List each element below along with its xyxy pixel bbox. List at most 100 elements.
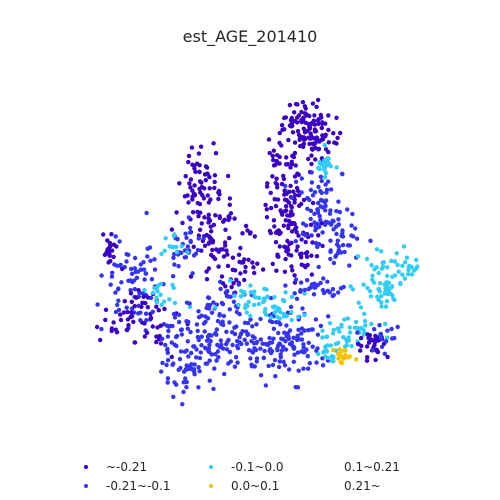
map-point — [260, 267, 266, 272]
map-point — [283, 290, 288, 295]
map-point — [283, 283, 288, 288]
map-point — [165, 350, 170, 355]
map-point — [315, 244, 320, 250]
map-point — [169, 244, 175, 250]
legend-label-class-5: 0.1~0.21 — [344, 460, 400, 474]
map-point — [189, 145, 195, 150]
map-point — [129, 310, 134, 315]
map-point — [216, 355, 221, 360]
map-point — [226, 337, 231, 343]
map-point — [121, 310, 127, 315]
map-point — [161, 299, 167, 304]
map-point — [244, 341, 249, 346]
map-point — [171, 361, 176, 366]
map-point — [336, 217, 341, 222]
map-point — [144, 210, 149, 216]
map-point — [400, 272, 405, 277]
map-point — [221, 254, 227, 259]
map-point — [310, 101, 316, 106]
map-point — [324, 334, 330, 339]
map-point — [178, 365, 183, 371]
map-point — [324, 349, 329, 354]
map-point — [223, 284, 228, 289]
map-point — [364, 256, 370, 262]
map-point — [348, 284, 353, 289]
map-point — [270, 261, 275, 267]
map-point — [193, 169, 198, 174]
map-point — [383, 339, 389, 344]
map-point — [320, 335, 325, 340]
map-point — [338, 130, 343, 136]
map-point — [266, 363, 271, 369]
map-point — [184, 235, 189, 240]
map-point — [340, 171, 345, 176]
map-point — [384, 286, 390, 291]
map-point — [373, 333, 378, 339]
map-point — [94, 324, 100, 330]
map-point — [186, 153, 192, 159]
map-point — [283, 218, 288, 223]
map-point — [355, 330, 360, 335]
map-point — [358, 348, 363, 353]
map-point — [374, 247, 380, 252]
map-point — [231, 299, 237, 304]
map-point — [186, 159, 191, 165]
map-point — [230, 330, 235, 335]
map-point — [325, 279, 330, 284]
map-point — [293, 277, 299, 282]
map-point — [190, 367, 195, 372]
map-point — [169, 227, 175, 232]
map-point — [331, 131, 336, 136]
map-point — [256, 301, 262, 307]
map-point — [379, 300, 384, 305]
map-point — [197, 227, 203, 232]
map-point — [328, 248, 333, 253]
map-point — [367, 289, 373, 294]
map-point — [272, 224, 277, 229]
map-point — [297, 137, 302, 142]
map-point — [309, 170, 314, 175]
map-point — [130, 279, 135, 285]
map-point — [189, 350, 194, 356]
map-point — [223, 227, 228, 232]
map-point — [320, 137, 326, 142]
map-point — [185, 250, 190, 255]
map-point — [207, 234, 212, 239]
map-point — [118, 312, 123, 317]
map-point — [188, 274, 194, 279]
map-point — [209, 229, 214, 234]
map-point — [295, 129, 301, 134]
map-point — [260, 341, 265, 346]
map-point — [214, 247, 219, 252]
map-point — [307, 197, 312, 203]
map-point — [277, 341, 282, 346]
map-point — [384, 335, 390, 340]
map-point — [243, 269, 248, 274]
map-point — [382, 291, 388, 296]
map-point — [355, 254, 361, 259]
map-point — [124, 305, 129, 310]
map-point — [282, 363, 288, 368]
map-point — [211, 141, 216, 146]
map-point — [235, 360, 240, 365]
map-point — [196, 151, 202, 156]
map-point — [192, 183, 197, 188]
map-point — [177, 356, 183, 362]
map-point — [171, 394, 176, 399]
map-point — [302, 287, 307, 293]
map-point — [184, 363, 189, 368]
map-point — [302, 291, 307, 296]
map-point — [338, 353, 343, 359]
map-point — [300, 306, 305, 311]
map-point — [205, 193, 210, 198]
map-point — [237, 340, 242, 345]
legend-label-class-1: ~-0.21 — [106, 460, 148, 474]
map-point — [258, 346, 263, 351]
map-point — [240, 231, 245, 236]
map-point — [287, 189, 292, 194]
map-point — [207, 186, 212, 191]
map-point — [207, 332, 212, 338]
map-point — [355, 341, 361, 347]
map-point — [258, 373, 264, 378]
map-point — [190, 271, 195, 276]
